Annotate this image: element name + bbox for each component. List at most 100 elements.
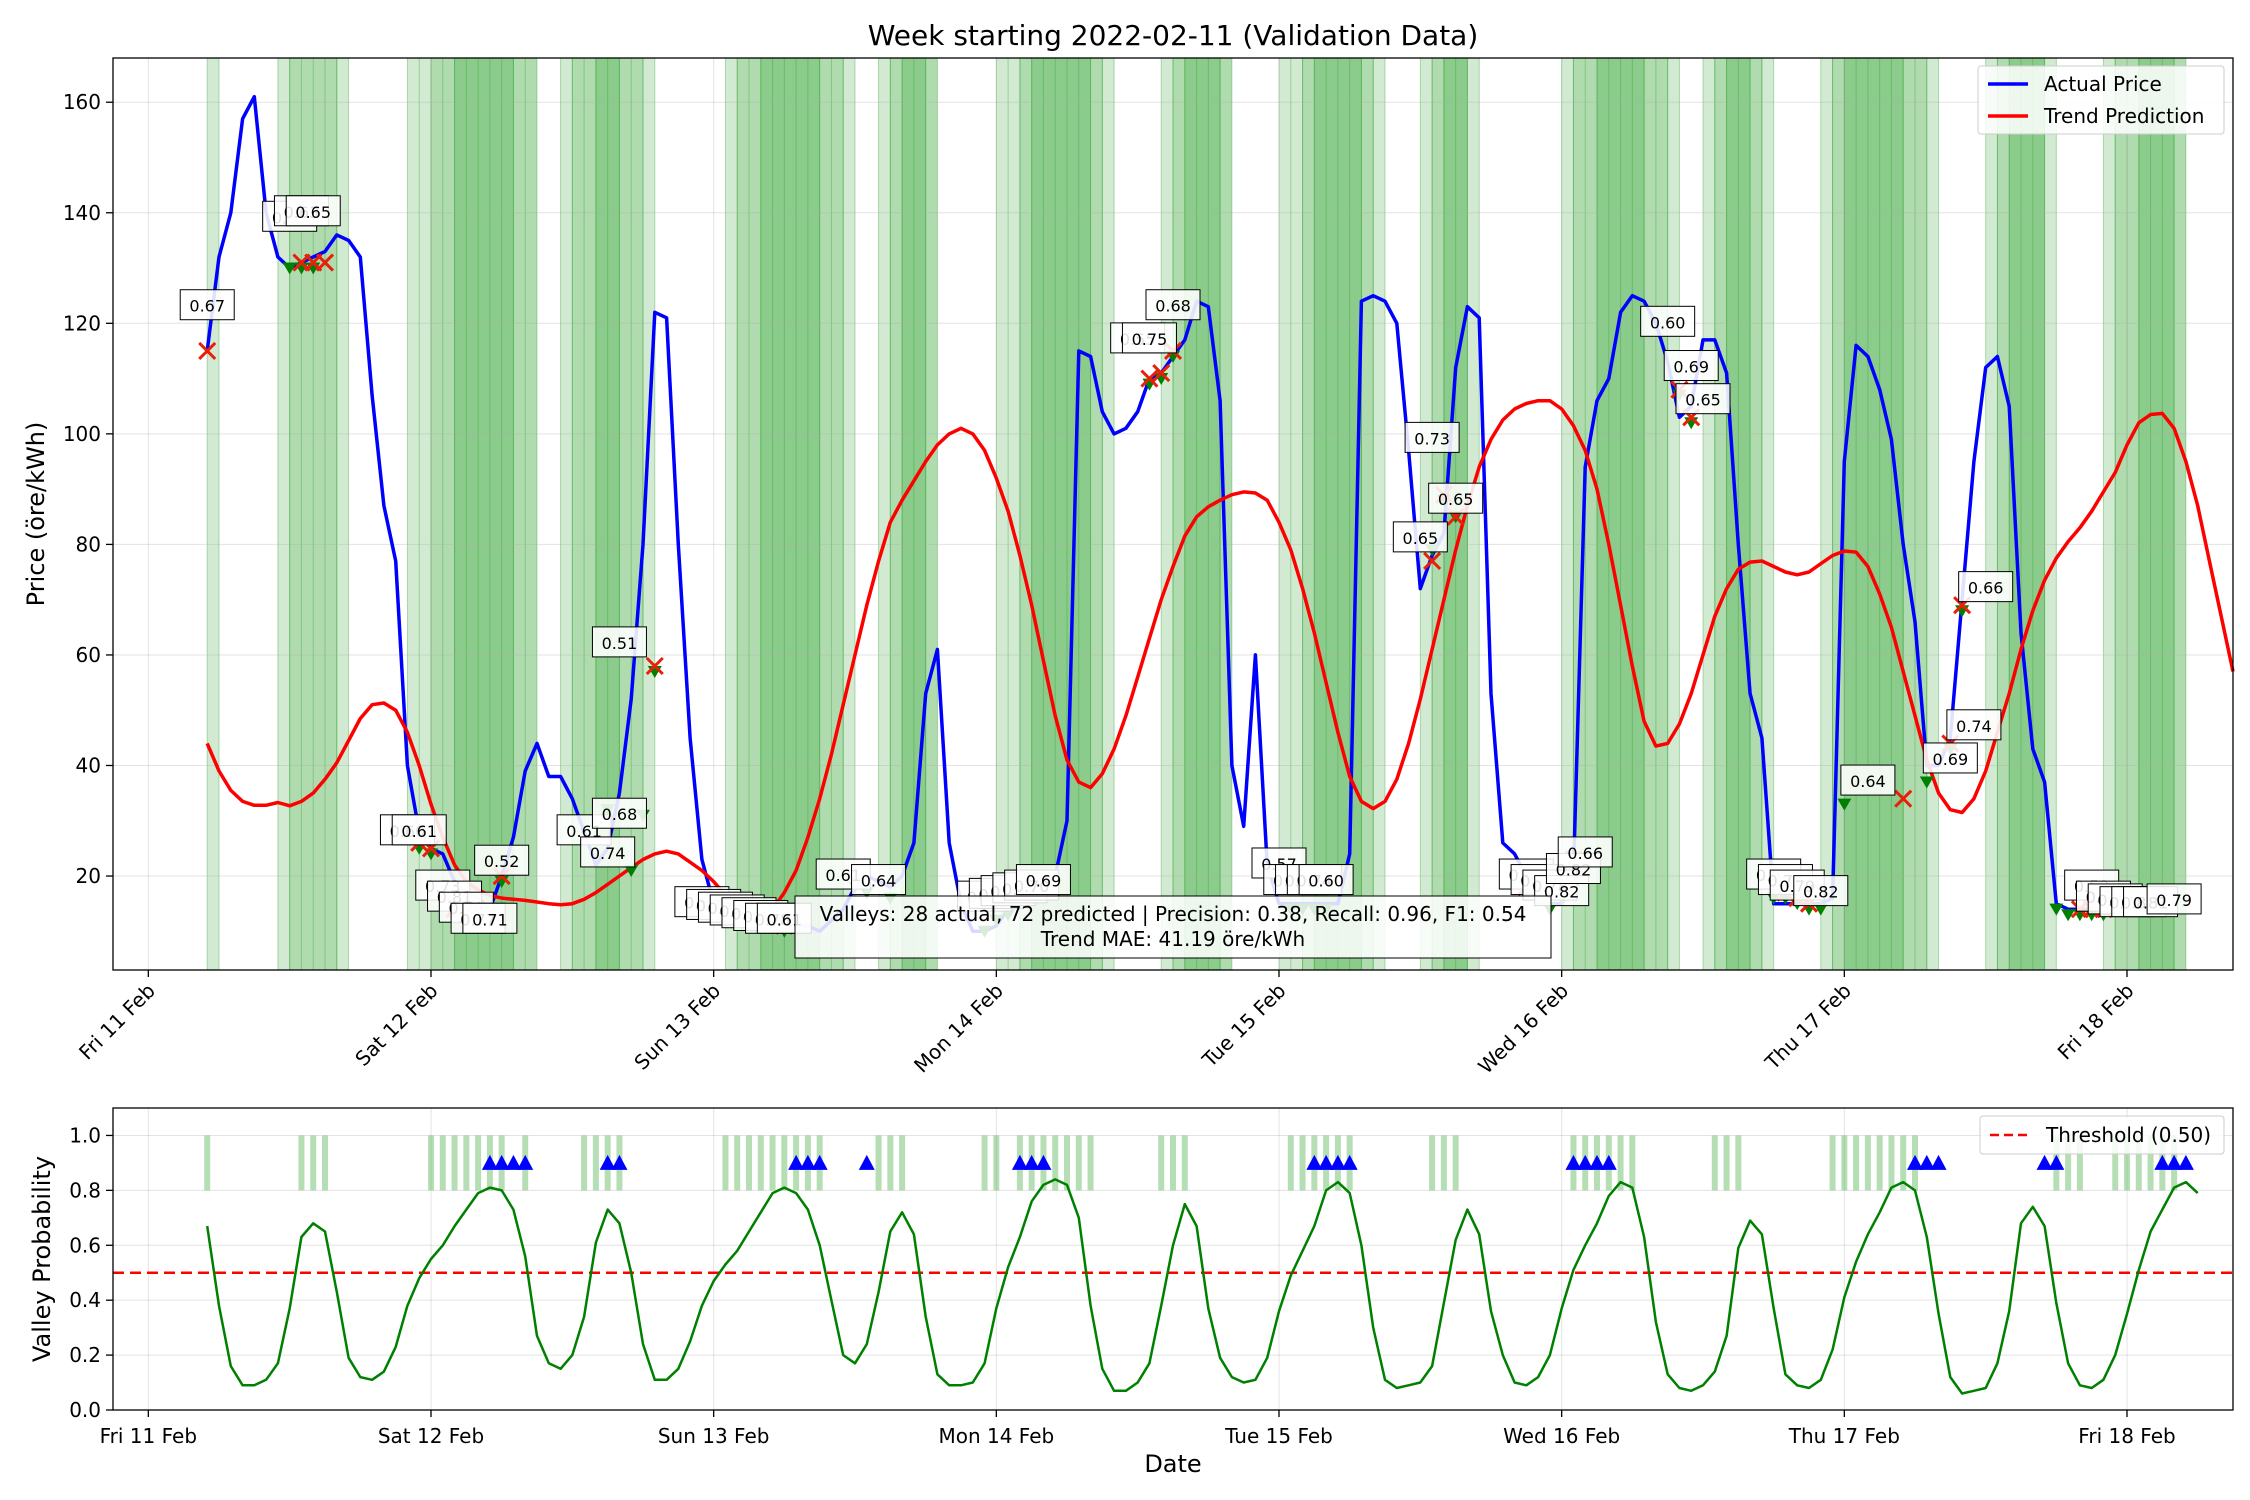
- probability-label-box: [1404, 421, 1460, 453]
- valley-band: [207, 58, 219, 970]
- price-plot-frame: [112, 57, 2234, 971]
- actual-valley-marker: [1919, 776, 1934, 789]
- probability-label-box: [1392, 521, 1448, 553]
- valley-band: [1820, 58, 1833, 970]
- actual-valley-triangle: [2177, 1154, 2194, 1170]
- actual-valley-triangle: [505, 1154, 522, 1170]
- valley-band: [1302, 58, 1315, 970]
- probability-label: 0.65: [1675, 383, 1731, 415]
- probability-label-box: [1015, 864, 1071, 896]
- probability-label-text: 0.60: [1308, 872, 1344, 891]
- probability-label-text: 0.69: [1933, 750, 1969, 769]
- probability-label-text: 0.73: [1414, 429, 1450, 448]
- price-x-tick-label: Sun 13 Feb: [629, 979, 725, 1075]
- predicted-valley-bar: [1617, 1135, 1624, 1191]
- probability-label: 0.64: [1840, 764, 1896, 796]
- predicted-valley-bar: [1629, 1135, 1636, 1191]
- price-x-tick-label: Fri 18 Feb: [2053, 979, 2139, 1065]
- valley-band: [1432, 58, 1444, 970]
- actual-valley-triangle: [1011, 1154, 1028, 1170]
- predicted-valley-bar: [1287, 1135, 1294, 1191]
- price-y-tick-label: 40: [76, 753, 101, 777]
- probability-label-box: [1298, 864, 1354, 896]
- probability-label-box: [851, 864, 907, 896]
- valley-band: [925, 58, 938, 970]
- predicted-valley-bar: [981, 1135, 988, 1191]
- probability-label: 0.66: [1958, 571, 2014, 603]
- metrics-box-frame: [794, 895, 1552, 959]
- predicted-valley-bar: [2065, 1135, 2072, 1191]
- valley-band: [277, 58, 290, 970]
- predicted-valley-bar: [1876, 1135, 1883, 1191]
- actual-valley-triangle: [2166, 1154, 2183, 1170]
- valley-band: [1926, 58, 1939, 970]
- probability-label-text: 0.60: [1650, 313, 1686, 332]
- predicted-valley-marker: [198, 341, 217, 361]
- predicted-valley-bar: [1158, 1135, 1165, 1191]
- probability-panel: 0.0 0.2 0.4 0.6 0.8 1.0 Fri 11 Feb Sat 12 Feb Su…: [28, 1107, 2234, 1478]
- metrics-box: Valleys: 28 actual, 72 predicted | Preci…: [794, 895, 1552, 959]
- probability-label: 0.61: [391, 814, 447, 846]
- predicted-valley-bar: [1888, 1135, 1895, 1191]
- price-x-tick-label: Sat 12 Feb: [350, 979, 442, 1071]
- probability-label-text: 0.65: [1438, 490, 1474, 509]
- probability-label-box: [1958, 571, 2014, 603]
- probability-label: 0.73: [1404, 421, 1460, 453]
- predicted-valley-bar: [1181, 1135, 1188, 1191]
- probability-label-text: 0.65: [295, 203, 331, 222]
- predicted-valley-bar: [439, 1135, 446, 1191]
- probability-label-text: 0.75: [1132, 330, 1168, 349]
- probability-y-tick-label: 1.0: [69, 1123, 101, 1147]
- valley-band: [1703, 58, 1715, 970]
- actual-valley-triangle: [811, 1154, 828, 1170]
- predicted-valley-marker: [1423, 551, 1442, 571]
- actual-valley-marker: [624, 864, 639, 877]
- actual-valley-triangle: [517, 1154, 534, 1170]
- probability-x-tick-label: Tue 15 Feb: [1224, 1424, 1333, 1448]
- predicted-valley-marker: [1894, 789, 1913, 808]
- valley-band: [431, 58, 455, 970]
- predicted-valley-bar: [2124, 1135, 2130, 1191]
- probability-legend-frame: [1979, 1115, 2225, 1155]
- valley-band: [737, 58, 761, 970]
- valley-band: [1361, 58, 1374, 970]
- price-y-axis-label: Price (öre/kWh): [22, 422, 50, 607]
- price-y-tick-label: 120: [63, 311, 101, 335]
- probability-label-text: 0.65: [1403, 529, 1439, 548]
- valley-band: [2044, 58, 2057, 970]
- valley-band: [1761, 58, 1774, 970]
- probability-label-box: [1675, 383, 1731, 415]
- probability-label: 0.51: [591, 626, 647, 658]
- probability-label-text: 0.69: [1026, 872, 1062, 891]
- actual-valley-triangle: [1023, 1154, 1040, 1170]
- trend-prediction-line: [205, 398, 2235, 917]
- predicted-valley-bar: [722, 1135, 729, 1191]
- valley-band: [1420, 58, 1433, 970]
- valley-band: [1220, 58, 1232, 970]
- valley-band: [1667, 58, 1680, 970]
- probability-legend: Threshold (0.50): [1979, 1115, 2225, 1155]
- valley-band: [1561, 58, 1574, 970]
- probability-y-tick-label: 0.2: [69, 1343, 101, 1367]
- actual-valley-triangles: [481, 1154, 2194, 1170]
- predicted-valley-bar: [1064, 1135, 1070, 1191]
- probability-label: 0.65: [1392, 521, 1448, 553]
- legend-trend-label: Trend Prediction: [2043, 104, 2204, 128]
- probability-label: 0.67: [179, 289, 235, 321]
- predicted-valley-bar: [1829, 1135, 1836, 1191]
- predicted-valley-bar: [781, 1135, 788, 1191]
- valley-band: [513, 58, 537, 970]
- predicted-valley-marker: [315, 253, 335, 272]
- predicted-valley-bar: [746, 1135, 752, 1191]
- probability-label-box: [591, 797, 647, 829]
- valley-band: [1161, 58, 1173, 970]
- probability-label: 0.74: [1946, 709, 2002, 741]
- probability-x-tick-label: Wed 16 Feb: [1503, 1424, 1620, 1448]
- predicted-valley-bar: [581, 1135, 588, 1191]
- predicted-valley-bar: [1440, 1135, 1447, 1191]
- valley-band: [1750, 58, 1762, 970]
- probability-label-box: [1428, 482, 1484, 514]
- valley-band: [1467, 58, 1480, 970]
- valley-band: [1314, 58, 1362, 970]
- predicted-valley-bar: [1723, 1135, 1730, 1191]
